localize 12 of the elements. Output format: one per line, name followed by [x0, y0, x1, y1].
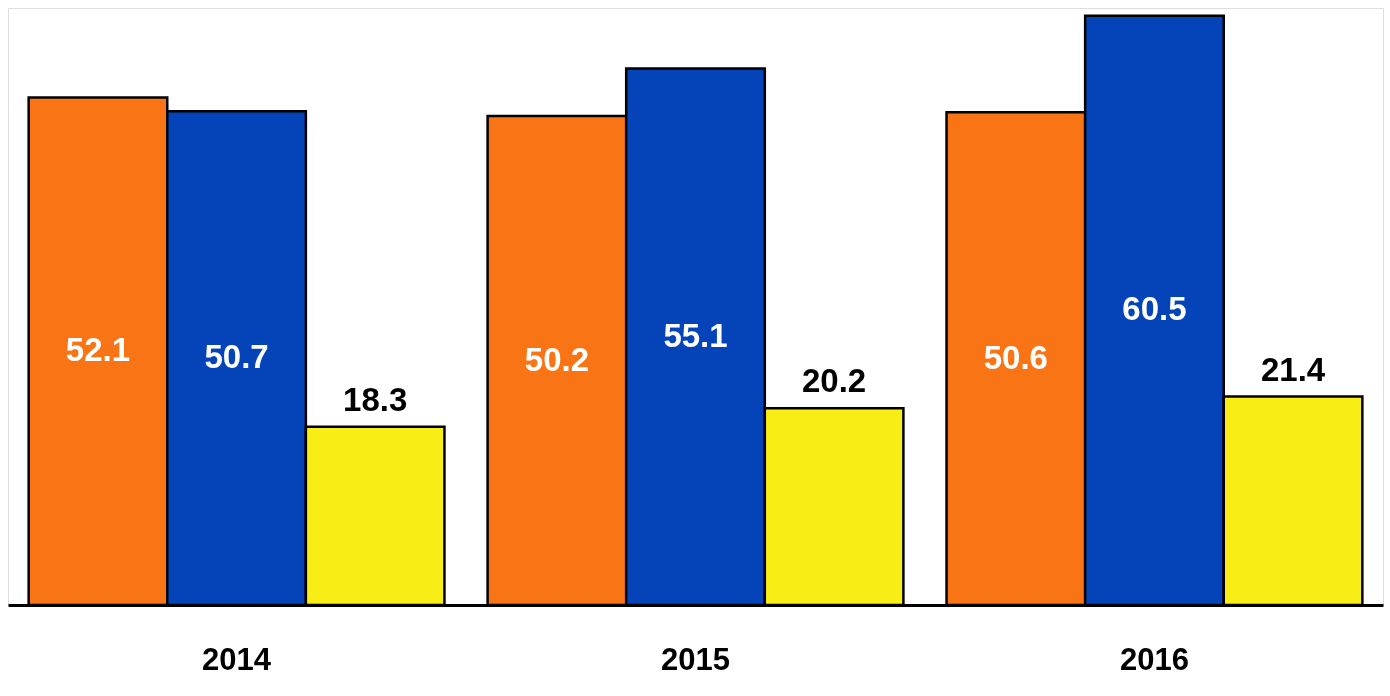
- data-label: 50.6: [983, 338, 1048, 376]
- data-label: 21.4: [1260, 350, 1326, 388]
- data-label: 20.2: [801, 362, 867, 400]
- data-label: 50.2: [524, 340, 590, 378]
- x-tick-label: 2014: [202, 641, 272, 677]
- data-label: 52.1: [65, 331, 131, 369]
- x-tick-label: 2016: [1119, 641, 1189, 677]
- x-tick-label: 2015: [661, 641, 730, 677]
- data-label: 50.7: [204, 338, 269, 376]
- data-label: 55.1: [663, 316, 728, 354]
- data-label: 18.3: [343, 380, 408, 418]
- data-label: 60.5: [1122, 290, 1187, 328]
